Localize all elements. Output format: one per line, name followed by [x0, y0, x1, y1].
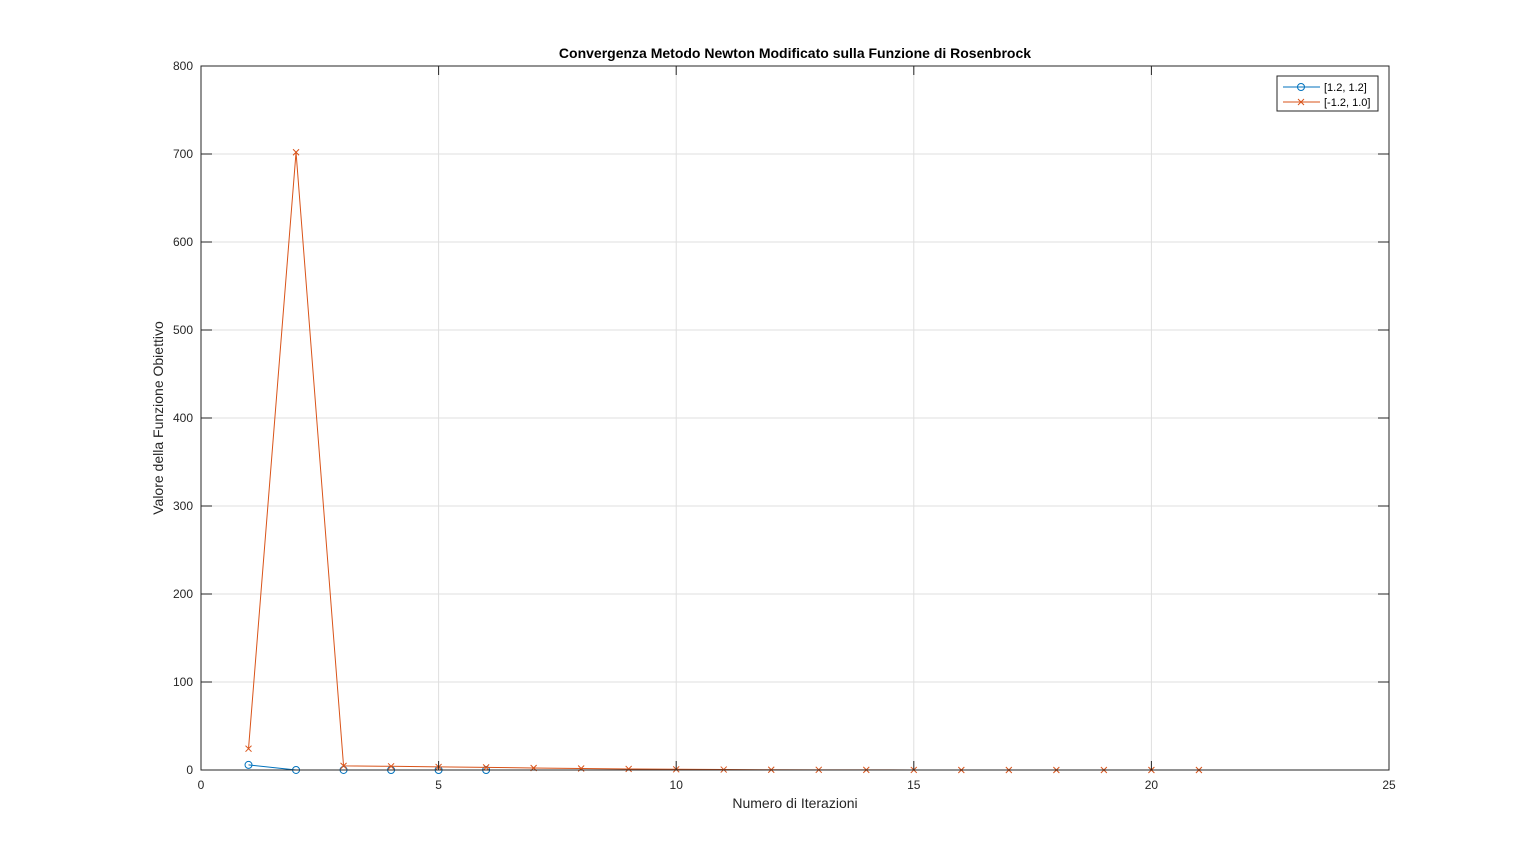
axis-ticks: 0 5 10 15 20 25 0 100 200 300 400 500 600 700 800 [173, 59, 1396, 792]
x-axis-title: Numero di Iterazioni [732, 795, 857, 811]
y-tick-label: 400 [173, 411, 193, 425]
x-tick-label: 5 [435, 778, 442, 792]
y-tick-label: 300 [173, 499, 193, 513]
y-tick-label: 700 [173, 147, 193, 161]
x-tick-label: 0 [198, 778, 205, 792]
x-tick-label: 25 [1382, 778, 1396, 792]
y-tick-label: 600 [173, 235, 193, 249]
x-tick-label: 20 [1145, 778, 1159, 792]
legend-label: [1.2, 1.2] [1324, 82, 1367, 94]
x-tick-label: 15 [907, 778, 921, 792]
y-tick-label: 0 [186, 763, 193, 777]
legend-label: [-1.2, 1.0] [1324, 97, 1370, 109]
series-1-point-stroke-b [482, 764, 490, 771]
legend-entries: [1.2, 1.2] [-1.2, 1.0] [1283, 82, 1370, 109]
y-tick-label: 800 [173, 59, 193, 73]
series-1-point-stroke-b [340, 762, 347, 770]
y-tick-label: 100 [173, 675, 193, 689]
series-1-point-stroke-b [387, 762, 395, 770]
legend-marker [1297, 98, 1305, 106]
series-1-point [577, 765, 585, 772]
series-1-point [245, 745, 252, 753]
legend-entry: [-1.2, 1.0] [1283, 97, 1370, 109]
legend-box [1276, 75, 1379, 112]
series-0-point [244, 760, 253, 769]
legend-marker [1297, 83, 1305, 91]
series-1-point [625, 765, 633, 773]
series-1-point-stroke-b [577, 765, 585, 772]
series-1-point [387, 762, 395, 770]
series-1-point-stroke-b [625, 765, 633, 773]
series-1-point [292, 148, 300, 156]
legend-entry: [1.2, 1.2] [1283, 82, 1367, 94]
chart-title: Convergenza Metodo Newton Modificato sul… [559, 45, 1031, 61]
legend[interactable]: [1.2, 1.2] [-1.2, 1.0] [1276, 75, 1379, 112]
legend-marker-stroke-b [1297, 98, 1305, 106]
series-1-point [340, 762, 347, 770]
y-axis-title: Valore della Funzione Obiettivo [150, 321, 166, 515]
series-1-point [482, 764, 490, 771]
y-tick-label: 500 [173, 323, 193, 337]
y-tick-label: 200 [173, 587, 193, 601]
series-1-point-stroke-b [245, 745, 252, 753]
x-tick-label: 10 [670, 778, 684, 792]
series-1-point-stroke-b [292, 148, 300, 156]
grid-lines [201, 66, 1389, 770]
